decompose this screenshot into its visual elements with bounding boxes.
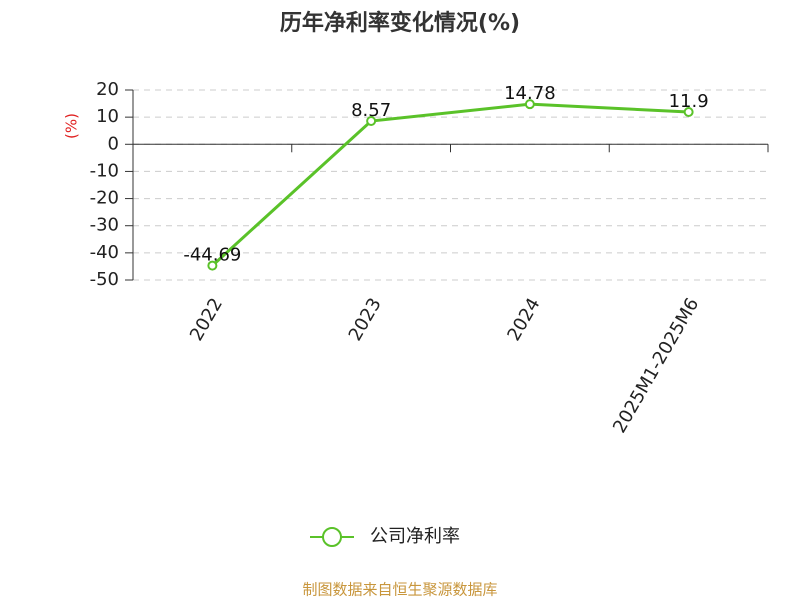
data-label: -44.69 (183, 245, 241, 266)
legend-marker (322, 527, 342, 547)
data-point (207, 260, 218, 271)
source-note: 制图数据来自恒生聚源数据库 (302, 581, 497, 599)
data-label: 14.78 (504, 83, 556, 104)
x-tick-label: 2023 (345, 295, 386, 345)
y-tick-label: 20 (96, 79, 119, 100)
legend-label: 公司净利率 (370, 526, 460, 547)
y-tick-label: -50 (90, 269, 119, 290)
y-tick-label: 10 (96, 106, 119, 127)
y-tick-label: -30 (90, 215, 119, 236)
x-tick-label: 2024 (503, 295, 544, 345)
data-point (366, 116, 377, 127)
data-point (683, 106, 694, 117)
data-label: 8.57 (351, 100, 391, 121)
data-point (524, 99, 535, 110)
data-label: 11.9 (669, 91, 709, 112)
y-axis-label: (%) (63, 113, 81, 139)
y-tick-label: -10 (90, 160, 119, 181)
data-line (211, 102, 689, 267)
x-tick-label: 2022 (186, 295, 227, 345)
chart-title: 历年净利率变化情况(%) (280, 10, 520, 36)
y-tick-label: -40 (90, 242, 119, 263)
x-tick-label: 2025M1-2025M6 (609, 295, 703, 437)
y-tick-label: 0 (108, 133, 119, 154)
y-tick-label: -20 (90, 188, 119, 209)
